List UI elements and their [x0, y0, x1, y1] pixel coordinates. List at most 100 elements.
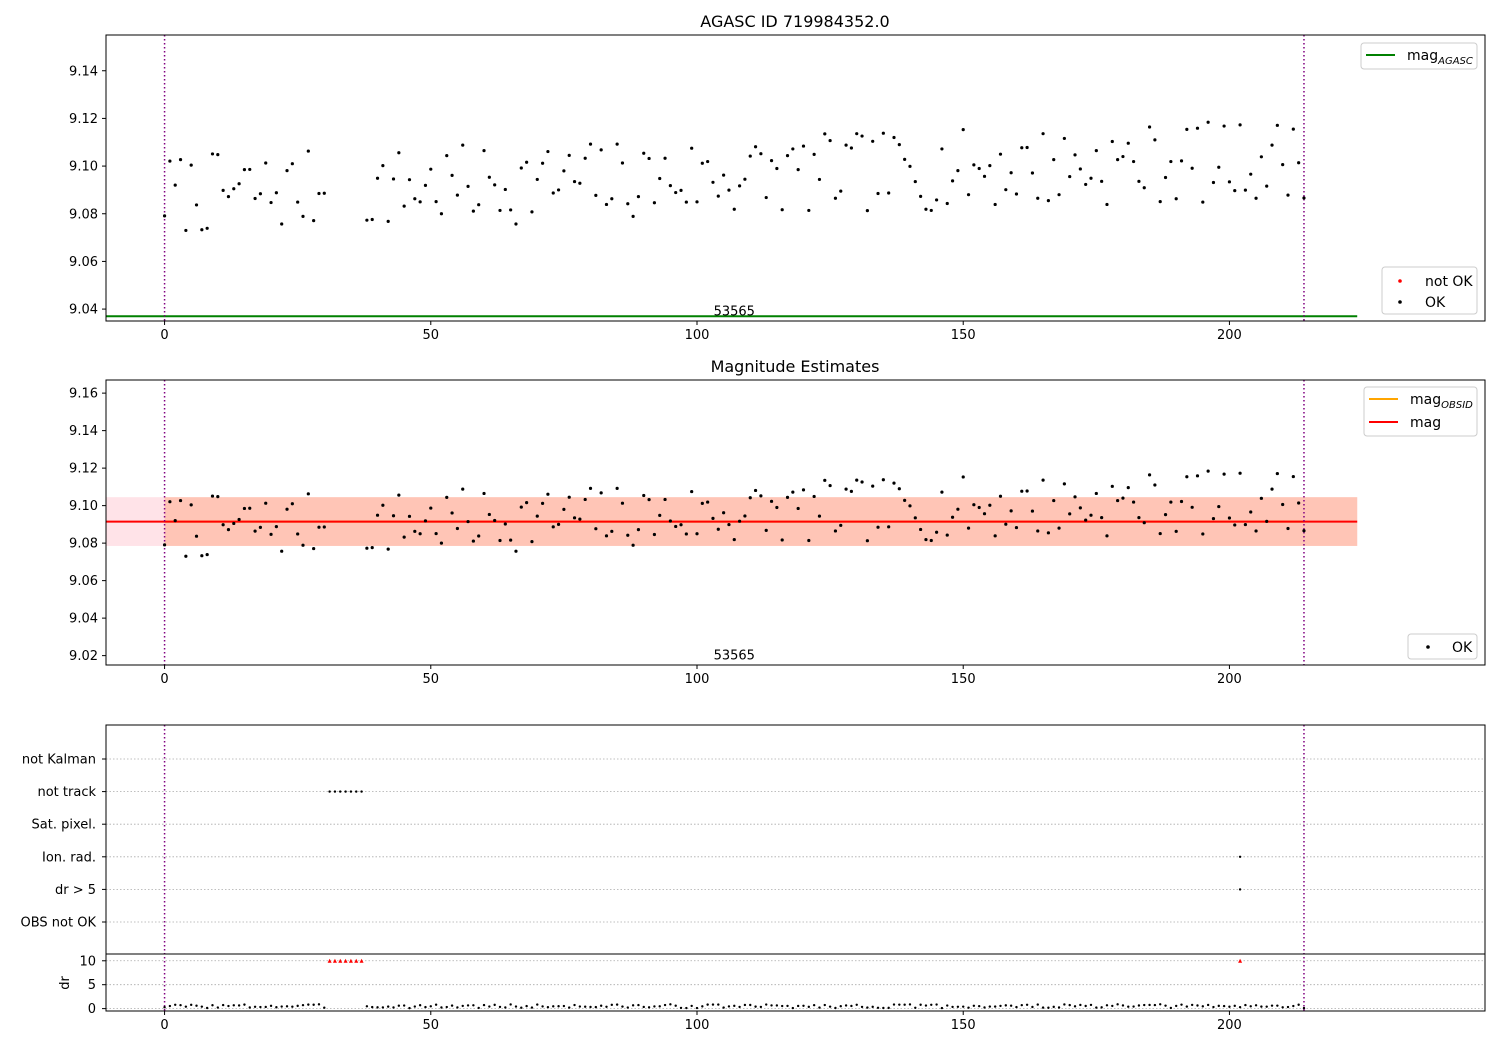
dr-point	[626, 1006, 629, 1009]
data-point	[913, 516, 917, 520]
data-point	[1163, 513, 1168, 517]
x-tick-label: 200	[1217, 672, 1242, 687]
dr-point	[1004, 1004, 1008, 1007]
data-point	[162, 214, 167, 218]
dr-point	[1228, 1005, 1231, 1008]
data-point	[998, 494, 1003, 498]
data-point	[695, 532, 699, 536]
data-point	[1041, 478, 1045, 482]
dr-point	[818, 1006, 821, 1009]
x-tick-label: 0	[160, 1018, 168, 1033]
data-point	[839, 523, 843, 527]
data-point	[418, 200, 422, 204]
dr-axis-label: dr	[58, 976, 73, 990]
y-tick-label: 9.12	[69, 112, 98, 127]
data-point	[588, 486, 593, 490]
data-point	[950, 515, 955, 519]
data-point	[775, 166, 779, 171]
dr-point	[264, 1005, 267, 1009]
data-point	[301, 214, 305, 218]
data-point	[503, 187, 507, 192]
data-point	[722, 511, 726, 515]
dr-point	[706, 1003, 709, 1006]
data-point	[1291, 474, 1295, 479]
dr-point	[221, 1003, 225, 1007]
panel-1-obsid-label: 53565	[714, 304, 755, 319]
data-point	[940, 147, 944, 151]
data-point	[258, 525, 263, 529]
dr-point	[381, 1006, 385, 1009]
data-point	[461, 143, 465, 147]
data-point	[1222, 124, 1226, 128]
dr-point	[227, 1004, 230, 1008]
data-point	[929, 538, 933, 543]
data-point	[780, 538, 784, 542]
data-point	[1158, 199, 1162, 204]
data-point	[546, 149, 550, 154]
dr-point	[882, 1006, 885, 1010]
data-point	[1025, 489, 1029, 493]
data-point	[924, 207, 928, 211]
dr-point	[1015, 1005, 1018, 1009]
dr-point	[546, 1005, 550, 1009]
data-point	[429, 506, 433, 510]
data-point	[919, 527, 923, 532]
data-point	[610, 197, 614, 201]
x-tick-label: 50	[423, 672, 440, 687]
y-tick-label: 9.06	[69, 255, 98, 270]
dr-point	[237, 1004, 241, 1007]
data-point	[1265, 184, 1269, 188]
dr-point	[679, 1006, 683, 1010]
data-point	[727, 188, 731, 192]
data-point	[189, 163, 193, 167]
data-point	[1211, 180, 1216, 185]
data-point	[780, 208, 784, 212]
data-point	[1195, 126, 1200, 130]
dr-point	[1009, 1004, 1013, 1007]
dr-point	[1217, 1004, 1220, 1008]
dr-point	[834, 1006, 837, 1010]
flag-row-label: OBS not OK	[21, 916, 97, 931]
dr-point	[967, 1006, 970, 1009]
data-point	[264, 501, 268, 505]
dr-point	[685, 1006, 688, 1010]
data-point	[769, 159, 774, 163]
data-point	[487, 512, 491, 517]
data-point	[1270, 487, 1274, 491]
data-point	[370, 217, 374, 222]
dr-clipped-marker	[348, 958, 353, 963]
data-point	[1227, 516, 1232, 520]
data-point	[1009, 509, 1013, 513]
data-point	[1201, 200, 1205, 204]
x-tick-label: 50	[423, 1018, 440, 1033]
data-point	[1190, 505, 1194, 509]
data-point	[855, 132, 859, 136]
data-point	[961, 128, 965, 132]
data-point	[1233, 523, 1237, 527]
dr-point	[163, 1006, 166, 1009]
legend-agasc	[1360, 42, 1478, 70]
data-point	[1100, 516, 1104, 520]
data-point	[1142, 186, 1146, 190]
dr-point	[727, 1005, 731, 1008]
data-point	[642, 151, 646, 155]
data-point	[732, 207, 736, 211]
panel-2-title: Magnitude Estimates	[711, 357, 880, 376]
data-point	[439, 541, 444, 545]
flag-row-label: Ion. rad.	[42, 850, 96, 865]
dr-point	[589, 1005, 592, 1009]
dr-point	[493, 1003, 496, 1007]
data-point	[737, 519, 742, 523]
data-point	[434, 199, 438, 204]
dr-point	[871, 1005, 874, 1009]
data-point	[210, 494, 215, 498]
data-point	[1222, 472, 1226, 476]
dr-point	[583, 1005, 587, 1008]
data-point	[817, 514, 822, 518]
data-point	[1302, 529, 1306, 533]
data-point	[1121, 154, 1125, 159]
x-tick-label: 100	[685, 672, 710, 687]
dr-tick-label: 10	[79, 954, 96, 969]
dr-point	[275, 1006, 278, 1009]
y-tick-label: 9.08	[69, 207, 98, 222]
